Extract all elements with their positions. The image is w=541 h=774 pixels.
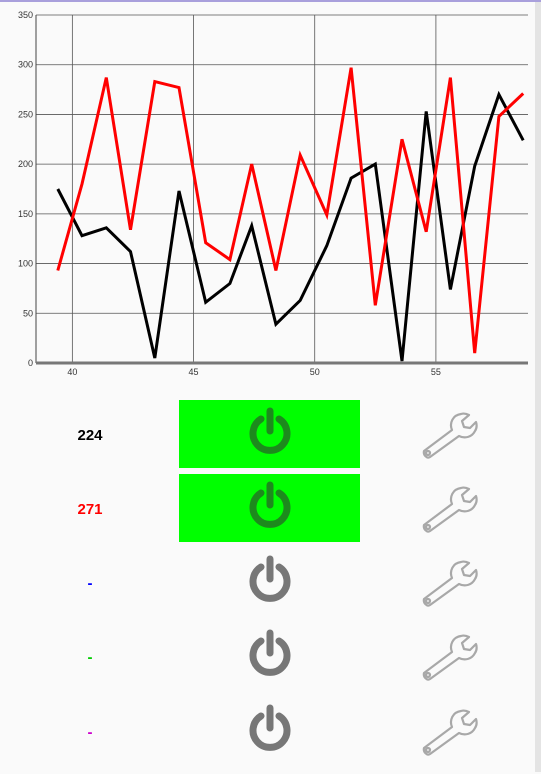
- power-icon: [244, 480, 296, 537]
- power-icon: [244, 628, 296, 685]
- wrench-icon: [418, 407, 482, 464]
- power-icon: [244, 703, 296, 760]
- power-toggle-button[interactable]: [179, 622, 360, 690]
- power-toggle-button[interactable]: [179, 474, 360, 542]
- series-line-1: [56, 90, 525, 362]
- x-tick-label: 50: [310, 367, 320, 377]
- channel-row: -: [0, 548, 535, 618]
- power-toggle-button[interactable]: [179, 400, 360, 468]
- scrollbar[interactable]: [535, 2, 541, 772]
- line-chart: 0 50 100 150 200 250 300 350 40 45 50 55: [18, 10, 528, 377]
- power-toggle-button[interactable]: [179, 697, 360, 765]
- line-chart-svg: 0 50 100 150 200 250 300 350 40 45 50 55: [18, 10, 528, 377]
- settings-button[interactable]: [410, 697, 490, 767]
- wrench-icon: [418, 481, 482, 538]
- settings-button[interactable]: [410, 622, 490, 692]
- y-tick-label: 50: [23, 308, 33, 318]
- x-tick-label: 40: [67, 367, 77, 377]
- channel-value: -: [87, 574, 93, 592]
- channel-row: 224: [0, 400, 535, 470]
- channel-row: -: [0, 622, 535, 692]
- x-tick-label: 55: [431, 367, 441, 377]
- settings-button[interactable]: [410, 400, 490, 470]
- status-bar-edge: [0, 0, 541, 2]
- channel-value: 271: [77, 500, 103, 518]
- channel-value: 224: [77, 426, 103, 444]
- wrench-icon: [418, 704, 482, 761]
- series-line-2: [56, 67, 525, 354]
- y-tick-label: 350: [18, 10, 33, 20]
- y-tick-label: 100: [18, 259, 33, 269]
- channel-value: -: [87, 723, 93, 741]
- wrench-icon: [418, 555, 482, 612]
- settings-button[interactable]: [410, 474, 490, 544]
- channel-value: -: [87, 648, 93, 666]
- x-tick-label: 45: [189, 367, 199, 377]
- y-tick-label: 300: [18, 60, 33, 70]
- channel-row: -: [0, 697, 535, 767]
- power-icon: [244, 554, 296, 611]
- y-tick-label: 0: [28, 358, 33, 368]
- wrench-icon: [418, 629, 482, 686]
- power-icon: [244, 406, 296, 463]
- y-tick-label: 250: [18, 109, 33, 119]
- y-tick-label: 150: [18, 209, 33, 219]
- settings-button[interactable]: [410, 548, 490, 618]
- power-toggle-button[interactable]: [179, 548, 360, 616]
- y-tick-label: 200: [18, 159, 33, 169]
- channel-row: 271: [0, 474, 535, 544]
